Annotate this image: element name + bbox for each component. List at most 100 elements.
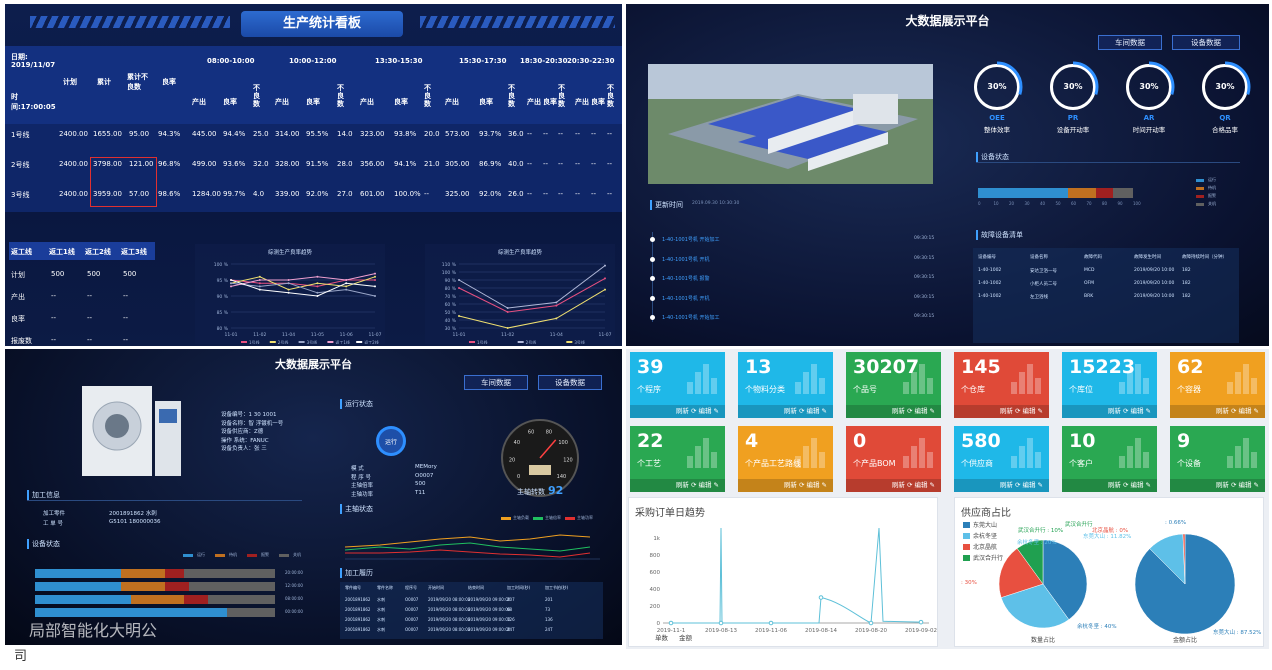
sub-rate-5: 良率 xyxy=(591,98,605,106)
series-point xyxy=(374,279,376,281)
device-data-button[interactable]: 设备数据 xyxy=(538,375,602,390)
legend-label: 运行 xyxy=(1208,177,1216,182)
empty-value: -- xyxy=(558,160,564,168)
stat-label: 个设备 xyxy=(1177,459,1201,468)
history-cell: 水刺 xyxy=(377,607,385,612)
refresh-edit-link[interactable]: 刷新 ⟳ 编辑 ✎ xyxy=(954,405,1049,418)
rate-value: 94.3% xyxy=(158,130,181,138)
refresh-edit-link[interactable]: 刷新 ⟳ 编辑 ✎ xyxy=(846,405,941,418)
y-tick-label: 40 % xyxy=(445,318,457,324)
series-point xyxy=(768,620,774,626)
history-cell: 2019/09/20 08:00:00 xyxy=(428,617,471,622)
refresh-edit-link[interactable]: 刷新 ⟳ 编辑 ✎ xyxy=(630,405,725,418)
stat-tile: 13 个物料分类 刷新 ⟳ 编辑 ✎ xyxy=(738,352,833,418)
slot-value: 1284.00 xyxy=(192,190,221,198)
y-tick-label: 800 xyxy=(650,553,661,559)
axis-label: 70 xyxy=(1086,201,1092,206)
line-name: 1号线 xyxy=(11,131,30,139)
stat-tile: 580 个供应商 刷新 ⟳ 编辑 ✎ xyxy=(954,426,1049,492)
workshop-data-button[interactable]: 车间数据 xyxy=(1098,35,1162,50)
refresh-edit-link[interactable]: 刷新 ⟳ 编辑 ✎ xyxy=(1062,405,1157,418)
status-bar-idle xyxy=(1068,188,1096,198)
refresh-edit-link[interactable]: 刷新 ⟳ 编辑 ✎ xyxy=(1170,405,1265,418)
time-slot-4: 18:30-20:30 xyxy=(520,57,568,65)
x-tick-label: 11-06 xyxy=(340,332,353,338)
x-tick-label: 2019-08-14 xyxy=(805,628,837,634)
refresh-edit-link[interactable]: 刷新 ⟳ 编辑 ✎ xyxy=(846,479,941,492)
time-slot-3: 15:30-17:30 xyxy=(459,57,507,65)
series-line xyxy=(230,276,376,291)
refresh-edit-link[interactable]: 刷新 ⟳ 编辑 ✎ xyxy=(954,479,1049,492)
series-point xyxy=(555,317,558,320)
stat-value: 15223 xyxy=(1069,356,1136,378)
history-cell: 73 xyxy=(545,607,551,612)
slot-value: 93.6% xyxy=(223,160,246,168)
slot-value: 91.5% xyxy=(306,160,329,168)
axis-label: 0 xyxy=(978,201,981,206)
slot-value: 356.00 xyxy=(360,160,385,168)
legend-swatch xyxy=(963,544,970,550)
fault-cell: 182 xyxy=(1182,268,1191,273)
empty-value: -- xyxy=(543,160,549,168)
history-cell: 2019/09/20 09:00:00 xyxy=(468,607,511,612)
stat-value: 10 xyxy=(1069,430,1096,452)
empty-value: -- xyxy=(527,130,533,138)
stat-tile: 145 个仓库 刷新 ⟳ 编辑 ✎ xyxy=(954,352,1049,418)
legend-swatch xyxy=(215,554,225,557)
refresh-edit-link[interactable]: 刷新 ⟳ 编辑 ✎ xyxy=(738,479,833,492)
metric-name: OEE xyxy=(989,114,1005,122)
rework-row-label: 产出 xyxy=(11,293,25,301)
series-point xyxy=(316,291,319,294)
legend-label: 武汉合升行 xyxy=(973,555,1004,562)
run-key: 模 式 xyxy=(351,466,364,472)
plan-value: 2400.00 xyxy=(59,160,88,168)
fault-table xyxy=(973,248,1239,343)
stat-label: 个程序 xyxy=(637,385,661,394)
series-point xyxy=(604,264,606,267)
event-time: 09:30:15 xyxy=(914,275,935,280)
bar-chart-icon xyxy=(903,364,933,394)
x-tick-label: 11-01 xyxy=(452,332,465,338)
workshop-data-button[interactable]: 车间数据 xyxy=(464,375,528,390)
refresh-edit-link[interactable]: 刷新 ⟳ 编辑 ✎ xyxy=(630,479,725,492)
stat-value: 145 xyxy=(961,356,1001,378)
slot-value: 314.00 xyxy=(275,130,300,138)
metric-ring-value: 30% xyxy=(1063,82,1083,91)
yield-trend-chart-1: 综测生产良率趋势 100 % 95 % 90 % 85 % 80 % 11-01 11-02… xyxy=(195,244,385,344)
history-cell: 2001891862 xyxy=(345,607,371,612)
history-cell: 2019/09/20 09:00:00 xyxy=(468,627,511,632)
gauge-tick-label: 80 xyxy=(546,429,552,435)
empty-value: -- xyxy=(591,190,597,198)
series-point xyxy=(818,595,824,600)
axis-label: 60 xyxy=(1071,201,1077,206)
run-value: T11 xyxy=(415,489,426,496)
slot-value: 20.0 xyxy=(424,130,440,138)
slot-value: 25.0 xyxy=(253,130,269,138)
series-point xyxy=(555,304,558,307)
rework-header-0: 返工线 xyxy=(11,248,32,256)
refresh-edit-link[interactable]: 刷新 ⟳ 编辑 ✎ xyxy=(738,405,833,418)
fault-cell: 182 xyxy=(1182,294,1191,299)
chart1-title: 综测生产良率趋势 xyxy=(267,250,312,256)
event-text: 1-40-1001号机 开机 xyxy=(662,295,710,302)
time-slot-0: 08:00-10:00 xyxy=(207,57,255,65)
bar-chart-icon xyxy=(687,438,717,468)
proc-value: 2001891862 水刺 xyxy=(109,511,157,517)
equipment-platform-panel: 大数据展示平台 车间数据 设备数据 设备编号：1 30 1001 设备名称：智 浮… xyxy=(5,349,622,645)
history-header: 加工时间(秒) xyxy=(507,585,531,590)
device-data-button[interactable]: 设备数据 xyxy=(1172,35,1240,50)
sub-bad-0: 不良数 xyxy=(253,84,260,108)
status-bar-run xyxy=(978,188,1068,198)
series-point xyxy=(230,285,232,288)
run-value: O0007 xyxy=(415,472,434,479)
pie-slice xyxy=(1182,533,1186,585)
table-header xyxy=(5,46,622,124)
metric-name: AR xyxy=(1143,114,1155,122)
trend-legend-single: 单数 xyxy=(655,634,668,642)
run-status-badge: 运行 xyxy=(376,426,406,456)
rework-header-3: 返工3线 xyxy=(121,248,147,256)
y-tick-label: 90 % xyxy=(217,294,229,300)
refresh-edit-link[interactable]: 刷新 ⟳ 编辑 ✎ xyxy=(1062,479,1157,492)
gauge-tick-label: 100 xyxy=(558,440,568,446)
refresh-edit-link[interactable]: 刷新 ⟳ 编辑 ✎ xyxy=(1170,479,1265,492)
